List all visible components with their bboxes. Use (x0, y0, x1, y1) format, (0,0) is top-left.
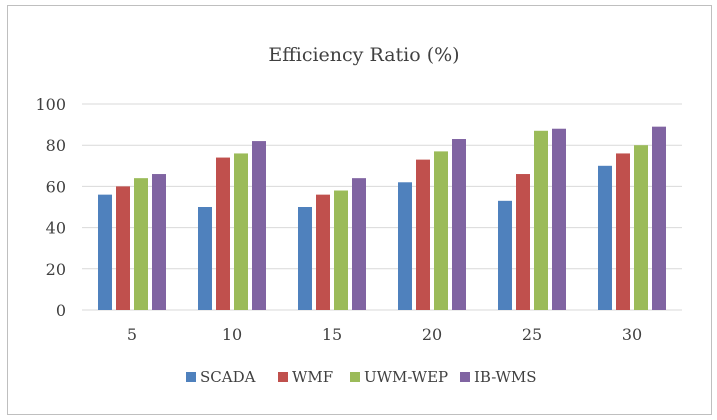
gridlines (82, 103, 682, 311)
bar-uwm-wep-25 (534, 130, 548, 310)
bar-scada-30 (598, 165, 612, 310)
legend-label-wmf: WMF (292, 368, 333, 386)
bars (98, 126, 666, 310)
bar-uwm-wep-10 (234, 153, 248, 310)
legend-swatch-uwm-wep (350, 372, 360, 382)
bar-scada-15 (298, 207, 312, 310)
bar-uwm-wep-5 (134, 178, 148, 310)
legend-label-uwm-wep: UWM-WEP (364, 368, 448, 386)
y-tick-label: 60 (46, 177, 66, 196)
bar-wmf-25 (516, 174, 530, 310)
legend-label-scada: SCADA (200, 368, 256, 386)
bar-wmf-20 (416, 159, 430, 310)
legend-swatch-ib-wms (460, 372, 470, 382)
y-tick-label: 100 (35, 95, 66, 114)
y-tick-label: 40 (46, 219, 66, 238)
bar-uwm-wep-20 (434, 151, 448, 310)
x-tick-label: 10 (222, 325, 242, 344)
bar-ib-wms-5 (152, 174, 166, 310)
bar-wmf-15 (316, 194, 330, 310)
bar-wmf-5 (116, 186, 130, 310)
y-axis-ticks: 0 20 40 60 80 100 (35, 95, 66, 320)
legend: SCADA WMF UWM-WEP IB-WMS (186, 368, 537, 386)
bar-uwm-wep-15 (334, 190, 348, 310)
legend-swatch-scada (186, 372, 196, 382)
x-tick-label: 25 (522, 325, 542, 344)
bar-ib-wms-15 (352, 178, 366, 310)
x-tick-label: 5 (127, 325, 137, 344)
bar-scada-25 (498, 200, 512, 310)
bar-wmf-10 (216, 157, 230, 310)
bar-scada-5 (98, 194, 112, 310)
bar-scada-20 (398, 182, 412, 310)
x-tick-label: 15 (322, 325, 342, 344)
x-axis-ticks: 5 10 15 20 25 30 (127, 325, 642, 344)
y-tick-label: 80 (46, 136, 66, 155)
legend-swatch-wmf (278, 372, 288, 382)
y-tick-label: 0 (56, 301, 66, 320)
bar-ib-wms-10 (252, 141, 266, 310)
legend-label-ib-wms: IB-WMS (474, 368, 537, 386)
bar-ib-wms-25 (552, 128, 566, 310)
bar-ib-wms-30 (652, 126, 666, 310)
bar-uwm-wep-30 (634, 145, 648, 310)
y-tick-label: 20 (46, 260, 66, 279)
x-tick-label: 20 (422, 325, 442, 344)
bar-scada-10 (198, 207, 212, 310)
bar-ib-wms-20 (452, 139, 466, 310)
chart-title: Efficiency Ratio (%) (268, 44, 459, 66)
x-tick-label: 30 (622, 325, 642, 344)
bar-wmf-30 (616, 153, 630, 310)
